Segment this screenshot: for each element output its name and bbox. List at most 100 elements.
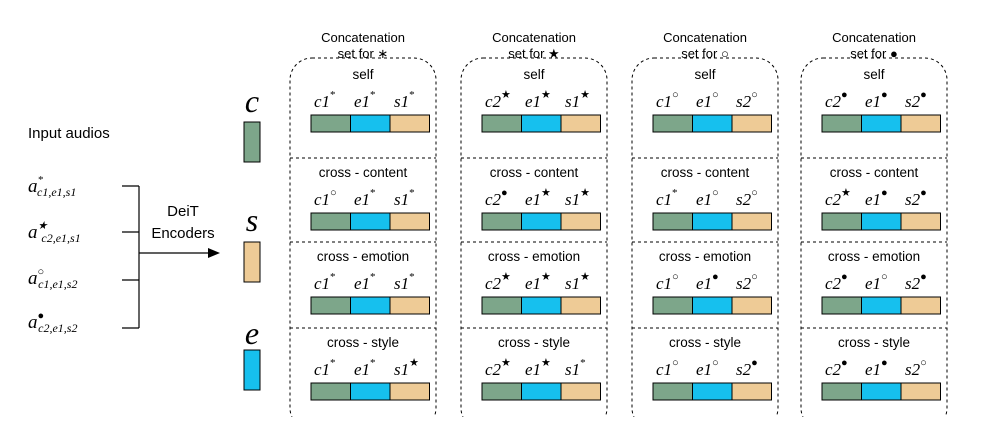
emotion-segment [521, 296, 562, 315]
token-base: s2 [736, 92, 752, 111]
row-label: cross - style [327, 335, 399, 350]
token-base: e1 [525, 92, 541, 111]
content-segment [652, 114, 693, 133]
token-base: s1 [394, 92, 409, 111]
token-superscript: * [580, 357, 586, 369]
style-segment [560, 296, 601, 315]
token-superscript: ● [712, 271, 719, 283]
token-superscript: * [370, 89, 376, 101]
input-audios-title: Input audios [28, 125, 110, 142]
input-bracket [122, 185, 140, 329]
token-label: e1* [354, 271, 376, 293]
token-superscript: ● [841, 89, 848, 101]
emotion-segment [350, 382, 391, 401]
input-1-sub: c1,e1,s1 [37, 185, 76, 199]
token-label: s1* [565, 357, 586, 379]
encoder-label-line2: Encoders [151, 225, 214, 242]
row-label: cross - style [498, 335, 570, 350]
token-superscript: ★ [501, 271, 511, 283]
token-label: s2● [905, 89, 927, 111]
token-superscript: ★ [541, 187, 551, 199]
style-segment [560, 114, 601, 133]
token-base: c1 [656, 360, 672, 379]
token-superscript: * [330, 357, 336, 369]
token-superscript: ● [881, 357, 888, 369]
token-label: c1○ [656, 271, 679, 293]
token-base: s1 [565, 92, 580, 111]
token-label: s1★ [565, 89, 590, 111]
content-segment [310, 382, 351, 401]
token-superscript: ● [841, 357, 848, 369]
row-label: cross - emotion [659, 249, 751, 264]
token-superscript: ★ [501, 89, 511, 101]
token-superscript: ○ [712, 89, 719, 101]
token-superscript: ○ [712, 357, 719, 369]
row-label: cross - content [490, 165, 579, 180]
emotion-segment [350, 296, 391, 315]
token-label: s2● [736, 357, 758, 379]
content-segment [821, 296, 862, 315]
token-base: e1 [354, 360, 370, 379]
token-base: s1 [565, 274, 580, 293]
content-segment [310, 212, 351, 231]
token-superscript: ○ [751, 89, 758, 101]
style-segment [731, 296, 772, 315]
column-header-line2: set for ∗ [338, 46, 389, 61]
emotion-segment [692, 114, 733, 133]
token-superscript: * [370, 357, 376, 369]
token-label: e1● [865, 187, 888, 209]
token-superscript: ★ [541, 357, 551, 369]
token-superscript: * [370, 187, 376, 199]
token-base: e1 [525, 190, 541, 209]
token-base: c2 [485, 92, 502, 111]
token-label: c1* [314, 357, 336, 379]
column-box [460, 57, 608, 422]
token-label: s1★ [565, 271, 590, 293]
legend-s-swatch [243, 241, 261, 283]
token-superscript: * [409, 271, 415, 283]
row-label: cross - content [661, 165, 750, 180]
emotion-segment [521, 114, 562, 133]
token-label: s2○ [736, 89, 758, 111]
token-superscript: ● [920, 89, 927, 101]
token-superscript: ● [841, 271, 848, 283]
input-audio-1: a* c1,e1,s1 [28, 174, 76, 199]
input-4-sup: ● [38, 310, 45, 322]
token-base: s2 [736, 360, 752, 379]
token-label: s1* [394, 271, 415, 293]
content-segment [481, 114, 522, 133]
token-superscript: * [330, 89, 336, 101]
row-label: self [694, 67, 715, 82]
token-label: e1★ [525, 271, 551, 293]
content-segment [652, 212, 693, 231]
token-base: c2 [485, 360, 502, 379]
token-superscript: ★ [841, 187, 851, 199]
token-superscript: * [409, 89, 415, 101]
token-label: s2○ [736, 187, 758, 209]
token-label: c2★ [485, 357, 511, 379]
input-audio-4: a● c2,e1,s2 [28, 310, 77, 335]
token-label: c1* [656, 187, 678, 209]
style-segment [389, 382, 430, 401]
token-superscript: ○ [881, 271, 888, 283]
token-superscript: ○ [920, 357, 927, 369]
token-base: e1 [354, 190, 370, 209]
token-label: s2● [905, 271, 927, 293]
emotion-segment [861, 114, 902, 133]
token-label: c1○ [656, 357, 679, 379]
token-base: c1 [314, 190, 330, 209]
token-base: c1 [314, 274, 330, 293]
token-label: e1○ [696, 89, 719, 111]
input-audio-2: a★ c2,e1,s1 [28, 220, 81, 245]
token-superscript: * [370, 271, 376, 283]
row-label: cross - emotion [317, 249, 409, 264]
